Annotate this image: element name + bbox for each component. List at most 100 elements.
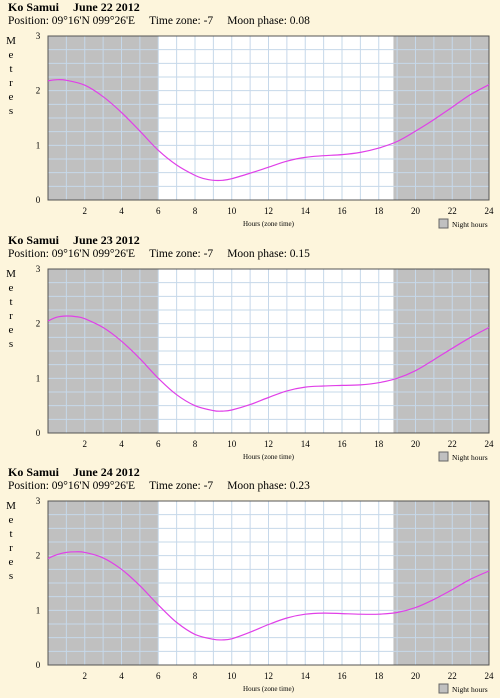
tide-curve xyxy=(47,79,490,182)
y-axis-label-letter: M xyxy=(6,500,16,512)
panel-title: Ko Samui June 23 2012 xyxy=(8,233,140,248)
y-tick-label: 0 xyxy=(36,660,41,670)
y-axis-label-letter: t xyxy=(9,63,13,75)
y-axis-label-letter: e xyxy=(8,91,14,103)
y-axis-label-letter: s xyxy=(8,105,14,117)
legend-swatch xyxy=(438,683,449,694)
x-tick-label: 12 xyxy=(264,439,273,449)
y-tick-label: 2 xyxy=(36,319,41,329)
x-axis-title: Hours (zone time) xyxy=(243,685,295,693)
x-tick-label: 8 xyxy=(193,439,198,449)
x-tick-label: 16 xyxy=(338,671,348,681)
y-axis-label-letter: s xyxy=(8,338,14,350)
legend-swatch xyxy=(438,218,449,229)
x-tick-label: 10 xyxy=(227,206,237,216)
moon-phase-label: Moon phase: 0.08 xyxy=(227,15,310,27)
y-axis-label-letter: r xyxy=(9,77,13,89)
x-tick-label: 16 xyxy=(338,439,348,449)
x-tick-label: 18 xyxy=(374,439,384,449)
tide-panel-day-3: Ko Samui June 24 2012 Position: 09°16'N 0… xyxy=(0,465,500,698)
y-tick-label: 0 xyxy=(36,195,41,205)
x-tick-label: 18 xyxy=(374,206,384,216)
x-tick-label: 2 xyxy=(83,206,88,216)
plot-frame xyxy=(47,268,490,434)
x-tick-label: 6 xyxy=(156,439,161,449)
timezone-label: Time zone: -7 xyxy=(149,248,214,260)
x-tick-label: 14 xyxy=(301,439,311,449)
x-tick-label: 20 xyxy=(411,671,421,681)
x-tick-label: 8 xyxy=(193,671,198,681)
x-tick-label: 12 xyxy=(264,671,273,681)
y-axis-label-letter: s xyxy=(8,570,14,582)
position-label: Position: 09°16'N 099°26'E xyxy=(8,248,136,260)
panel-info: Position: 09°16'N 099°26'E Time zone: -7 M… xyxy=(8,480,324,492)
x-tick-label: 2 xyxy=(83,439,88,449)
y-tick-label: 0 xyxy=(36,428,41,438)
panel-title: Ko Samui June 24 2012 xyxy=(8,465,140,480)
location-name: Ko Samui xyxy=(8,465,60,479)
timezone-label: Time zone: -7 xyxy=(149,480,214,492)
x-axis-title: Hours (zone time) xyxy=(243,453,295,461)
y-axis-label-letter: e xyxy=(8,514,14,526)
x-tick-label: 6 xyxy=(156,206,161,216)
position-label: Position: 09°16'N 099°26'E xyxy=(8,15,136,27)
tide-curve xyxy=(47,551,490,641)
y-axis-label-letter: e xyxy=(8,556,14,568)
legend-label: Night hours xyxy=(452,685,488,694)
date-label: June 23 2012 xyxy=(73,233,140,247)
y-tick-label: 3 xyxy=(36,264,41,274)
y-tick-label: 1 xyxy=(36,373,41,383)
y-tick-label: 3 xyxy=(36,31,41,41)
y-axis-label-letter: e xyxy=(8,282,14,294)
x-tick-label: 4 xyxy=(119,439,124,449)
plot-frame xyxy=(47,500,490,666)
x-tick-label: 24 xyxy=(485,671,495,681)
y-axis-label-letter: t xyxy=(9,528,13,540)
x-tick-label: 4 xyxy=(119,206,124,216)
plot-frame xyxy=(47,35,490,201)
y-tick-label: 2 xyxy=(36,551,41,561)
tide-curve xyxy=(47,315,490,412)
moon-phase-label: Moon phase: 0.23 xyxy=(227,480,310,492)
x-tick-label: 22 xyxy=(448,671,457,681)
tide-panel-day-2: Ko Samui June 23 2012 Position: 09°16'N 0… xyxy=(0,233,500,465)
x-tick-label: 14 xyxy=(301,671,311,681)
x-tick-label: 2 xyxy=(83,671,88,681)
y-axis-label-letter: M xyxy=(6,268,16,280)
x-axis-title: Hours (zone time) xyxy=(243,220,295,228)
legend-label: Night hours xyxy=(452,453,488,462)
y-tick-label: 3 xyxy=(36,496,41,506)
moon-phase-label: Moon phase: 0.15 xyxy=(227,248,310,260)
y-tick-label: 1 xyxy=(36,605,41,615)
x-tick-label: 24 xyxy=(485,439,495,449)
x-tick-label: 20 xyxy=(411,206,421,216)
x-tick-label: 14 xyxy=(301,206,311,216)
x-tick-label: 4 xyxy=(119,671,124,681)
legend-swatch xyxy=(438,451,449,462)
y-axis-label-letter: M xyxy=(6,35,16,47)
y-axis-label-letter: e xyxy=(8,49,14,61)
y-axis-label-letter: e xyxy=(8,324,14,336)
x-tick-label: 22 xyxy=(448,206,457,216)
panel-info: Position: 09°16'N 099°26'E Time zone: -7 M… xyxy=(8,248,324,260)
date-label: June 22 2012 xyxy=(73,0,140,14)
legend-label: Night hours xyxy=(452,220,488,229)
y-axis-label-letter: t xyxy=(9,296,13,308)
panel-info: Position: 09°16'N 099°26'E Time zone: -7 M… xyxy=(8,15,324,27)
y-axis-label-letter: r xyxy=(9,310,13,322)
x-tick-label: 8 xyxy=(193,206,198,216)
x-tick-label: 12 xyxy=(264,206,273,216)
date-label: June 24 2012 xyxy=(73,465,140,479)
x-tick-label: 10 xyxy=(227,439,237,449)
y-tick-label: 2 xyxy=(36,86,41,96)
x-tick-label: 6 xyxy=(156,671,161,681)
x-tick-label: 10 xyxy=(227,671,237,681)
panel-title: Ko Samui June 22 2012 xyxy=(8,0,140,15)
tide-panel-day-1: Ko Samui June 22 2012 Position: 09°16'N 0… xyxy=(0,0,500,232)
y-tick-label: 1 xyxy=(36,140,41,150)
x-tick-label: 22 xyxy=(448,439,457,449)
